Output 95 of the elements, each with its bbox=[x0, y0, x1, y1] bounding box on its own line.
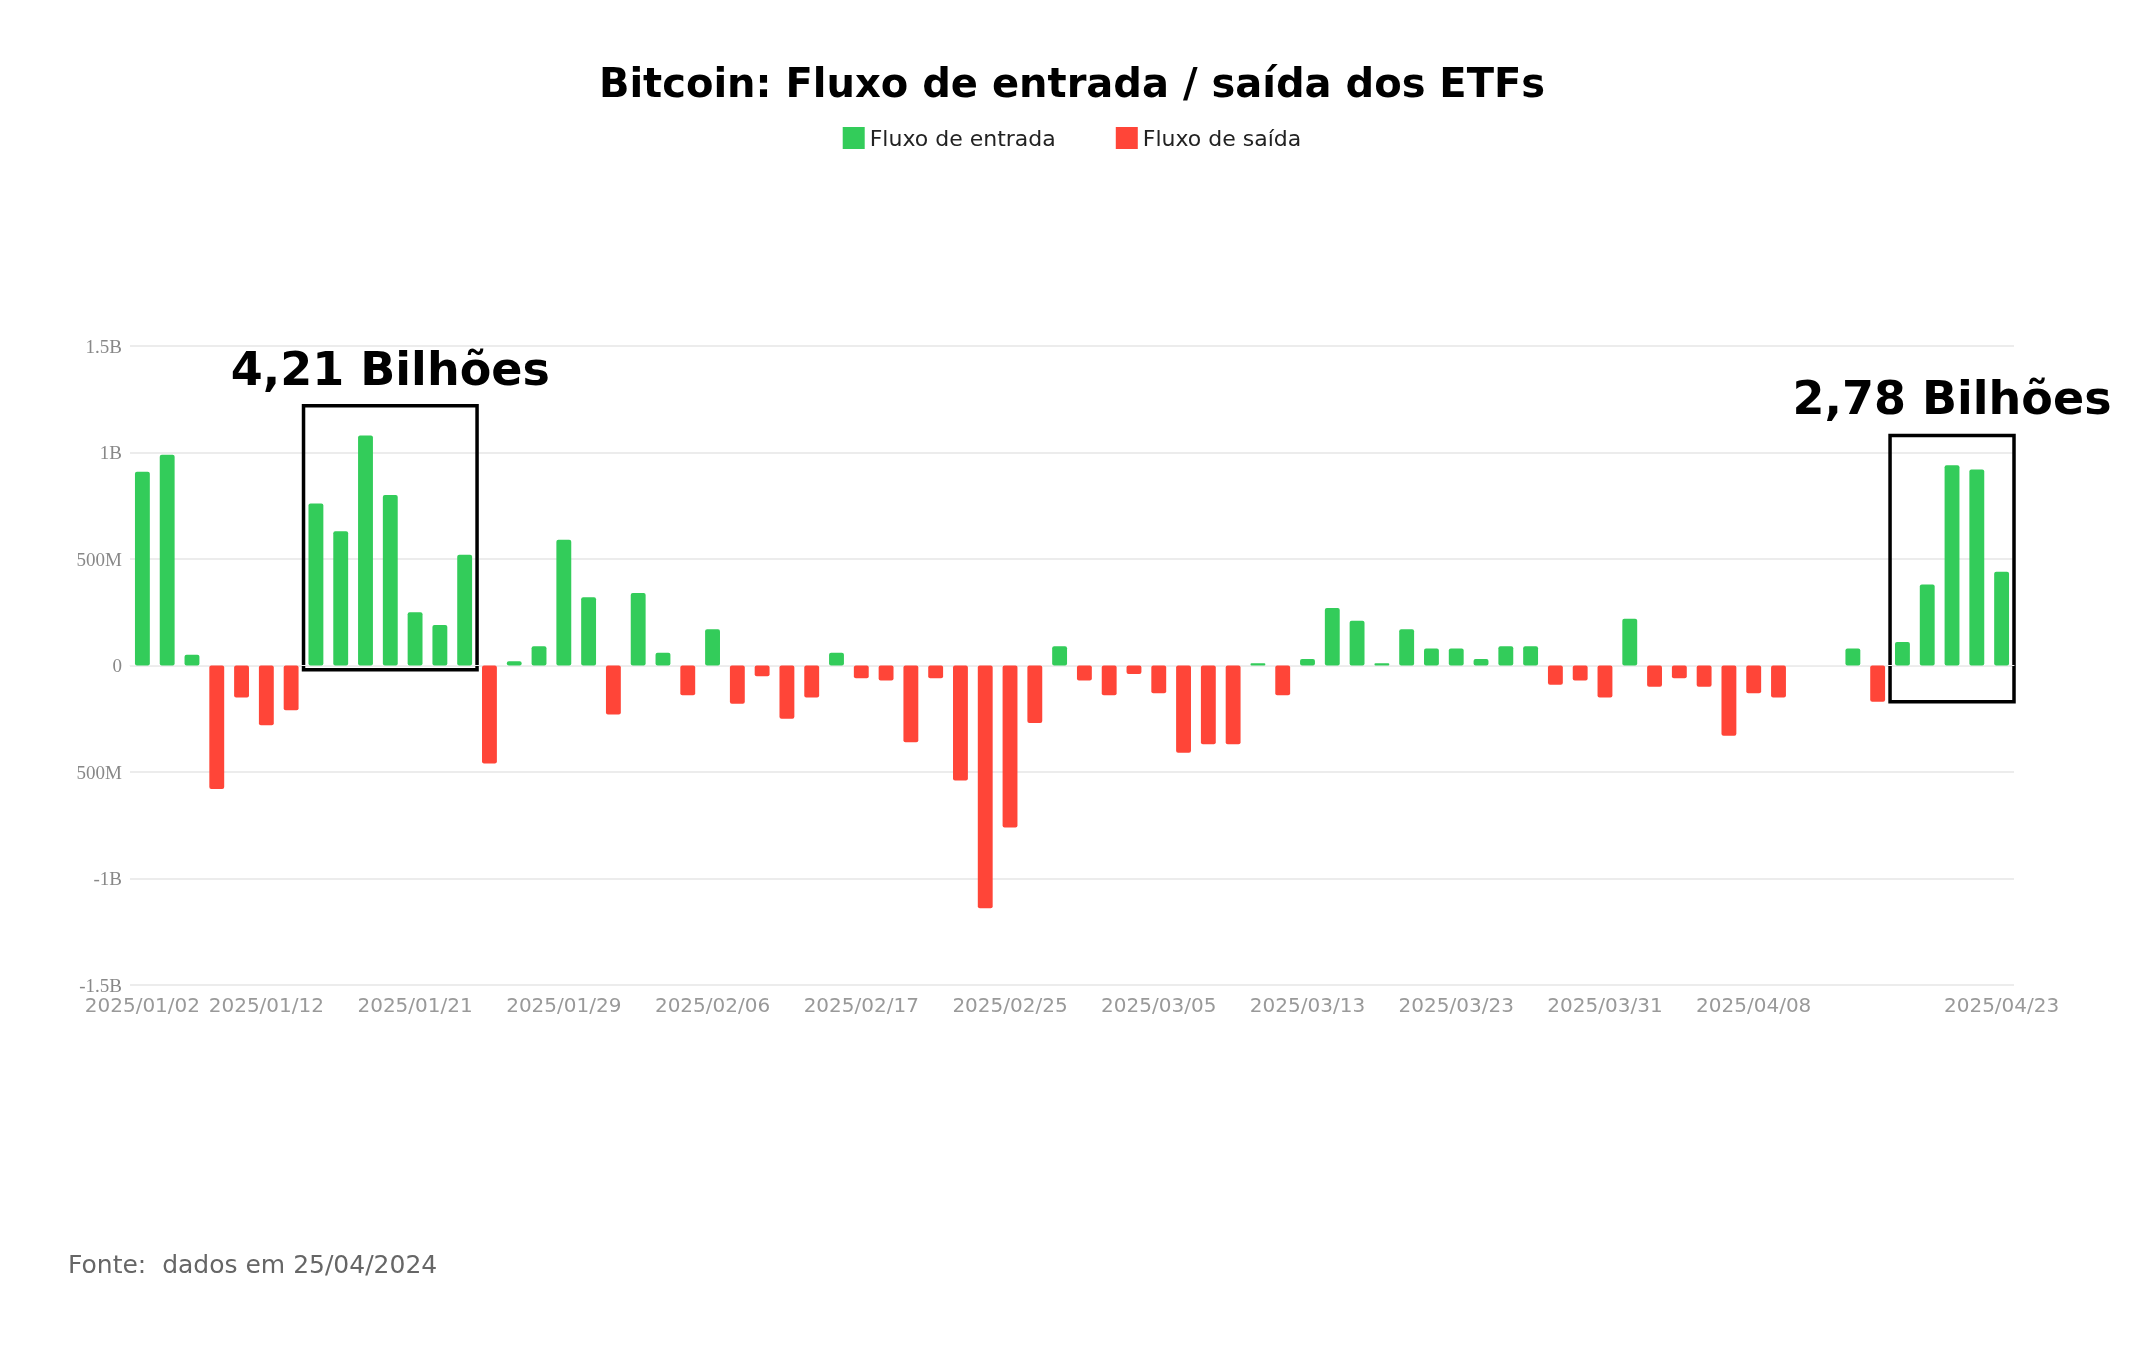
bar bbox=[184, 654, 200, 666]
y-tick-label: 1.5B bbox=[85, 335, 122, 357]
y-tick-label: -1B bbox=[93, 868, 122, 889]
y-tick-label: 500M bbox=[76, 761, 123, 783]
bar bbox=[1498, 646, 1514, 666]
bar bbox=[1324, 607, 1340, 666]
bar bbox=[1002, 665, 1018, 828]
bar bbox=[1647, 665, 1662, 687]
x-tick-label: 2025/01/29 bbox=[506, 993, 622, 1017]
bar bbox=[1696, 665, 1712, 687]
bar bbox=[1944, 465, 1960, 666]
legend-label: Fluxo de entrada bbox=[869, 125, 1056, 151]
x-tick-label: 2025/03/05 bbox=[1101, 993, 1217, 1017]
bar bbox=[581, 597, 597, 666]
bar bbox=[1101, 665, 1117, 696]
bar bbox=[1919, 584, 1935, 666]
bar bbox=[531, 646, 547, 666]
bar bbox=[234, 665, 249, 698]
bar bbox=[1027, 665, 1043, 724]
bar bbox=[1349, 620, 1365, 666]
bar bbox=[779, 665, 795, 719]
bar bbox=[1547, 665, 1563, 685]
bar bbox=[705, 629, 720, 666]
bar bbox=[1895, 642, 1910, 666]
x-tick-label: 2025/01/12 bbox=[208, 993, 324, 1017]
bar bbox=[977, 665, 993, 909]
bar bbox=[1870, 665, 1886, 702]
y-tick-label: 500M bbox=[76, 548, 123, 570]
bar bbox=[283, 665, 299, 711]
bar bbox=[1771, 665, 1786, 698]
bar bbox=[1845, 648, 1861, 666]
annotation: 2,78 Bilhões bbox=[1792, 371, 2112, 426]
bar bbox=[878, 665, 894, 681]
bar bbox=[407, 612, 423, 666]
y-tick-label: 1B bbox=[99, 442, 122, 463]
x-tick-label: 2025/04/23 bbox=[1943, 993, 2060, 1017]
bar bbox=[209, 665, 225, 790]
bar bbox=[655, 652, 671, 666]
bar bbox=[382, 495, 398, 666]
bar bbox=[903, 665, 919, 743]
bar bbox=[829, 652, 844, 666]
chart-title: Bitcoin: Fluxo de entrada / saída dos ETFs bbox=[598, 60, 1546, 106]
x-tick-label: 2025/02/17 bbox=[803, 993, 919, 1017]
bar bbox=[556, 539, 572, 666]
bar bbox=[1424, 648, 1439, 666]
x-tick-label: 2025/03/31 bbox=[1547, 993, 1663, 1017]
bar bbox=[1721, 665, 1737, 736]
bar bbox=[1622, 618, 1638, 666]
bar bbox=[1275, 665, 1291, 696]
bar bbox=[1572, 665, 1588, 681]
bar bbox=[1671, 665, 1687, 679]
x-tick-label: 2025/04/08 bbox=[1696, 993, 1812, 1017]
bar bbox=[1126, 665, 1142, 675]
x-tick-label: 2025/02/06 bbox=[654, 993, 771, 1017]
bar bbox=[159, 454, 175, 666]
y-tick-label: 0 bbox=[112, 655, 122, 676]
bar bbox=[729, 665, 745, 704]
x-tick-label: 2025/01/21 bbox=[357, 993, 473, 1017]
bar bbox=[1994, 571, 2010, 666]
bar bbox=[308, 503, 324, 666]
bar bbox=[482, 665, 497, 764]
x-tick-label: 2025/02/25 bbox=[952, 993, 1068, 1017]
bar bbox=[1225, 665, 1241, 745]
bar bbox=[1176, 665, 1191, 753]
bar bbox=[853, 665, 869, 679]
bar bbox=[680, 665, 696, 696]
bar bbox=[333, 531, 349, 666]
bar bbox=[432, 625, 448, 666]
y-tick-label: -1.5B bbox=[79, 974, 122, 996]
x-tick-label: 2025/01/02 bbox=[84, 993, 201, 1017]
bar bbox=[953, 665, 968, 781]
legend-label: Fluxo de saída bbox=[1142, 125, 1302, 151]
bar bbox=[258, 665, 274, 726]
bar bbox=[1597, 665, 1613, 698]
bar bbox=[1399, 629, 1415, 666]
bar bbox=[804, 665, 820, 698]
bar bbox=[754, 665, 770, 677]
bar bbox=[134, 471, 150, 666]
bar bbox=[1076, 665, 1092, 681]
bar bbox=[1746, 665, 1762, 694]
x-tick-label: 2025/03/23 bbox=[1398, 993, 1514, 1017]
bar bbox=[358, 435, 373, 666]
bar bbox=[928, 665, 944, 679]
bar bbox=[1151, 665, 1167, 694]
source-note: Fonte: dados em 25/04/2024 bbox=[68, 1250, 438, 1279]
bar bbox=[1448, 648, 1464, 666]
bar bbox=[1523, 646, 1539, 666]
bar bbox=[457, 554, 473, 666]
annotation: 4,21 Bilhões bbox=[230, 341, 550, 396]
bar bbox=[1052, 646, 1068, 666]
bar bbox=[1969, 469, 1985, 666]
bar bbox=[605, 665, 621, 715]
bar bbox=[630, 593, 646, 666]
bar bbox=[1200, 665, 1216, 745]
x-tick-label: 2025/03/13 bbox=[1249, 993, 1366, 1017]
